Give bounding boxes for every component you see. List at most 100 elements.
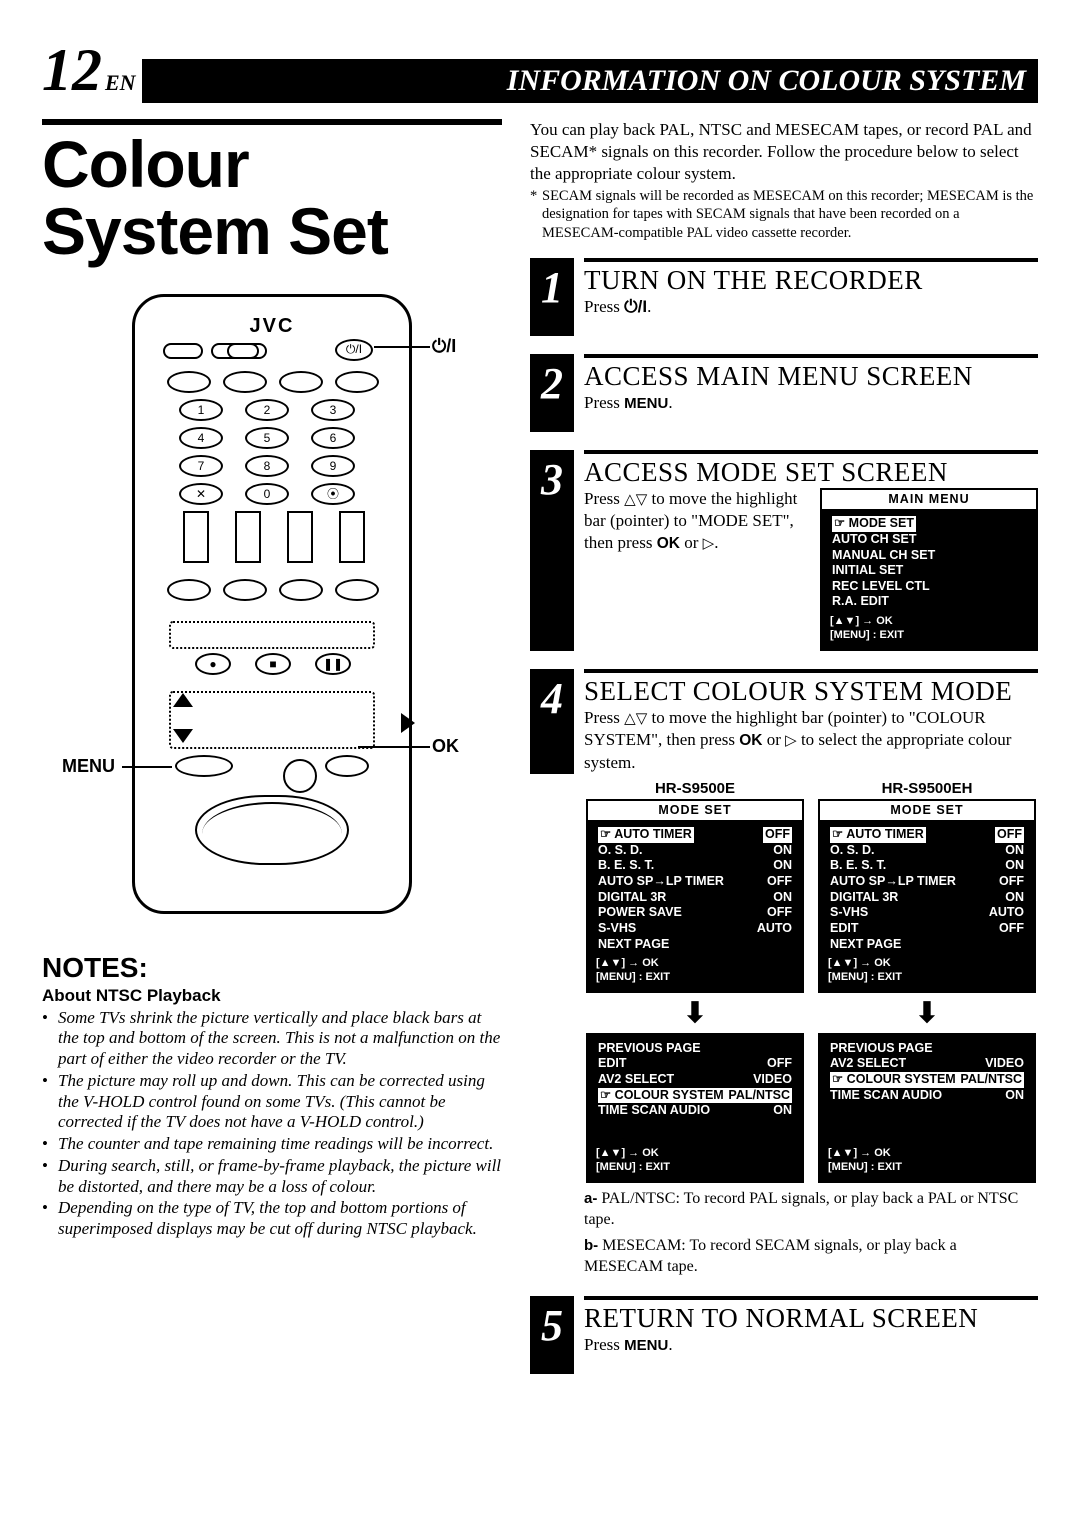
osd-key: AUTO SP→LP TIMER	[830, 874, 956, 890]
osd-row: B. E. S. T.ON	[596, 858, 794, 874]
mainmenu-row: ☞ MODE SET	[830, 516, 1028, 532]
mainmenu-item: REC LEVEL CTL	[832, 579, 930, 595]
remote-stop: ■	[255, 653, 291, 675]
step-5-number: 5	[530, 1296, 574, 1374]
osd-mainmenu-title: MAIN MENU	[822, 490, 1036, 512]
nav-up-icon	[173, 693, 193, 707]
numpad-6: 6	[311, 427, 355, 449]
osd-foot: [MENU] : EXIT	[828, 971, 1026, 985]
osd-highlight: ☞ COLOUR SYSTEM	[598, 1088, 726, 1104]
step-4-title: SELECT COLOUR SYSTEM MODE	[584, 676, 1038, 707]
step-1-text: Press ⏻/I.	[584, 296, 1038, 318]
remote-rocker-4	[339, 511, 365, 563]
remote-rec: ●	[195, 653, 231, 675]
step-3-number: 3	[530, 450, 574, 651]
intro-text: You can play back PAL, NTSC and MESECAM …	[530, 119, 1038, 184]
footnote-text: SECAM signals will be recorded as MESECA…	[530, 187, 1038, 241]
osd-row: ☞ AUTO TIMEROFF	[596, 827, 794, 843]
step-4-number: 4	[530, 669, 574, 774]
osd-key: S-VHS	[598, 921, 636, 937]
step-2-menu-tag: MENU	[624, 394, 668, 414]
osd-val: ON	[1005, 890, 1024, 906]
ok-button	[325, 755, 369, 777]
numpad-7: 7	[179, 455, 223, 477]
osd-key: POWER SAVE	[598, 905, 682, 921]
remote-rocker-1	[183, 511, 209, 563]
osd-key: PREVIOUS PAGE	[598, 1041, 701, 1057]
title-rule	[42, 119, 502, 125]
remote-row2-c	[279, 371, 323, 393]
notes-item: The counter and tape remaining time read…	[58, 1134, 502, 1155]
step-2-text: Press MENU.	[584, 392, 1038, 414]
osd-row: S-VHS AUTO	[596, 921, 794, 937]
mainmenu-row: AUTO CH SET	[830, 532, 1028, 548]
step-4-rule	[584, 669, 1038, 673]
callout-ok-line	[358, 746, 430, 748]
osd-val: OFF	[995, 827, 1024, 843]
osd-key: ☞ COLOUR SYSTEM	[598, 1088, 726, 1104]
osd-row: B. E. S. T.ON	[828, 858, 1026, 874]
notes-list: Some TVs shrink the picture vertically a…	[42, 1008, 502, 1240]
step-1-pre: Press	[584, 297, 624, 316]
osd-key: S-VHS	[830, 905, 868, 921]
osd-key: NEXT PAGE	[830, 937, 901, 953]
explain-b: b- MESECAM: To record SECAM signals, or …	[584, 1236, 1038, 1278]
step-1-number: 1	[530, 258, 574, 336]
step-1: 1 TURN ON THE RECORDER Press ⏻/I.	[530, 258, 1038, 336]
osd-row: POWER SAVE OFF	[596, 905, 794, 921]
power-icon: ⏻/I	[624, 297, 647, 316]
remote-nav-bar	[169, 691, 375, 749]
remote-row3-d	[335, 579, 379, 601]
step-5-pre: Press	[584, 1335, 624, 1354]
osd-val: AUTO	[989, 905, 1024, 921]
numpad-2: 2	[245, 399, 289, 421]
osd-val: AUTO	[757, 921, 792, 937]
osd-row: AV2 SELECT VIDEO	[828, 1056, 1026, 1072]
header-title-bar: INFORMATION ON COLOUR SYSTEM	[142, 59, 1038, 103]
osd-val: OFF	[767, 905, 792, 921]
main-menu-osd: MAIN MENU ☞ MODE SETAUTO CH SETMANUAL CH…	[820, 488, 1038, 651]
remote-illustration: JVC ⏻/I 123456789✕0⦿	[132, 294, 412, 914]
arrow-down-b: ⬇	[816, 996, 1038, 1030]
remote-top-pill-1	[163, 343, 203, 359]
osd-row: NEXT PAGE	[596, 937, 794, 953]
model-a-label: HR-S9500E	[655, 780, 735, 797]
osd-val: VIDEO	[985, 1056, 1024, 1072]
osd-title: MODE SET	[588, 801, 802, 823]
mainmenu-item: AUTO CH SET	[832, 532, 917, 548]
osd-val: PAL/NTSC	[726, 1088, 792, 1104]
mainmenu-item: R.A. EDIT	[832, 594, 889, 610]
numpad-3: 3	[311, 399, 355, 421]
remote-row3-a	[167, 579, 211, 601]
step-1-post: .	[647, 297, 651, 316]
osd-row: ☞ AUTO TIMER OFF	[828, 827, 1026, 843]
osd-key: AV2 SELECT	[830, 1056, 906, 1072]
callout-power-label: ⏻/I	[432, 336, 456, 357]
numpad-9: 9	[311, 455, 355, 477]
remote-jog-wheel	[195, 795, 349, 865]
remote-transport-bar	[169, 621, 375, 649]
osd-key: DIGITAL 3R	[830, 890, 898, 906]
osd-row: DIGITAL 3RON	[596, 890, 794, 906]
osd-key: O. S. D.	[830, 843, 874, 859]
osd-foot: [MENU] : EXIT	[596, 1161, 670, 1175]
step-5-rule	[584, 1296, 1038, 1300]
osd-val: ON	[773, 858, 792, 874]
explain-a-key: PAL/NTSC:	[601, 1190, 680, 1207]
explain-a-label: a-	[584, 1190, 597, 1207]
osd-foot: [▲▼] → OK	[828, 1147, 902, 1161]
section-title: Colour System Set	[42, 131, 502, 266]
step-4: 4 SELECT COLOUR SYSTEM MODE Press △▽ to …	[530, 669, 1038, 1278]
numpad-8: 8	[245, 455, 289, 477]
remote-rocker-3	[287, 511, 313, 563]
osd-row: O. S. D.ON	[596, 843, 794, 859]
osd-val: OFF	[763, 827, 792, 843]
notes-item: During search, still, or frame-by-frame …	[58, 1156, 502, 1197]
osd-mainmenu-items: ☞ MODE SETAUTO CH SETMANUAL CH SETINITIA…	[830, 516, 1028, 610]
osd-row: PREVIOUS PAGE	[596, 1041, 794, 1057]
step-2-pre: Press	[584, 393, 624, 412]
osd-foot: [MENU] : EXIT	[828, 1161, 902, 1175]
osd-highlight: ☞ AUTO TIMER	[830, 827, 926, 843]
osd-val: ON	[1005, 1088, 1024, 1104]
numpad-✕: ✕	[179, 483, 223, 505]
